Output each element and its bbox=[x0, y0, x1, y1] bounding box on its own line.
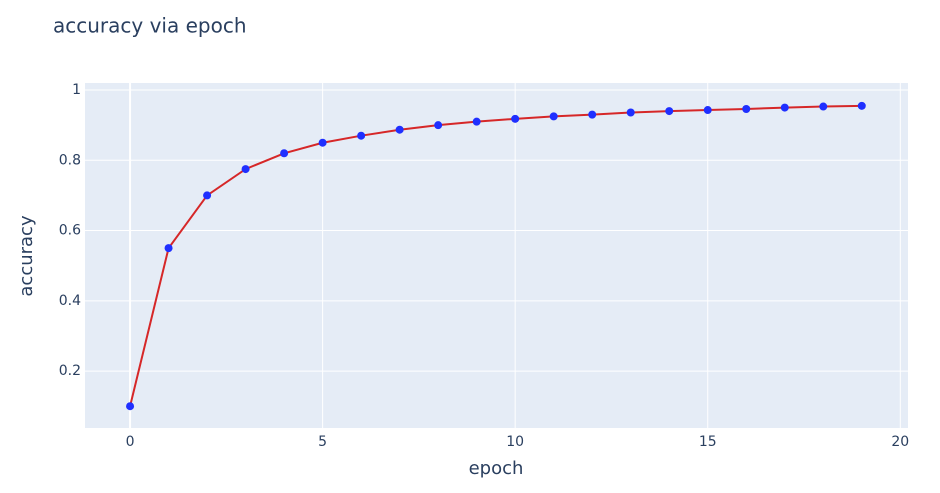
marker bbox=[280, 149, 289, 158]
y-tick-label: 0.2 bbox=[59, 363, 81, 379]
marker bbox=[665, 107, 674, 116]
y-axis-title: accuracy bbox=[16, 215, 37, 297]
marker bbox=[472, 117, 481, 126]
y-tick-label: 0.8 bbox=[59, 152, 81, 168]
marker bbox=[241, 165, 250, 174]
marker bbox=[549, 112, 558, 121]
x-tick-label: 20 bbox=[891, 434, 909, 450]
marker bbox=[395, 125, 404, 134]
y-tick-label: 0.6 bbox=[59, 223, 81, 239]
y-tick-label: 1 bbox=[72, 82, 81, 98]
marker bbox=[819, 102, 828, 111]
marker bbox=[434, 121, 443, 130]
marker bbox=[318, 138, 327, 147]
x-tick-label: 10 bbox=[506, 434, 524, 450]
marker bbox=[742, 104, 751, 113]
marker bbox=[511, 114, 520, 123]
marker bbox=[588, 110, 597, 119]
x-axis-title: epoch bbox=[469, 458, 524, 479]
marker bbox=[203, 191, 212, 200]
marker bbox=[703, 106, 712, 115]
marker bbox=[780, 103, 789, 112]
x-tick-label: 5 bbox=[318, 434, 327, 450]
y-tick-label: 0.4 bbox=[59, 293, 81, 309]
plot-area bbox=[85, 83, 908, 428]
x-tick-label: 15 bbox=[699, 434, 717, 450]
marker bbox=[857, 101, 866, 110]
chart-title: accuracy via epoch bbox=[53, 14, 247, 38]
x-tick-label: 0 bbox=[126, 434, 135, 450]
marker bbox=[626, 108, 635, 117]
marker bbox=[357, 131, 366, 140]
marker bbox=[126, 402, 135, 411]
marker bbox=[164, 244, 173, 253]
line bbox=[129, 104, 862, 407]
